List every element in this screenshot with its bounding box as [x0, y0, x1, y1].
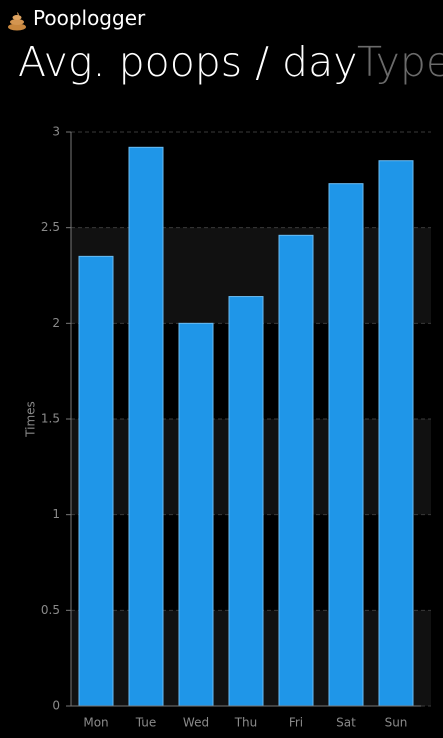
- bar: [378, 160, 414, 707]
- y-axis-title: Times: [24, 401, 38, 438]
- app-title: Pooplogger: [33, 6, 146, 30]
- y-tick-label: 2: [52, 316, 60, 330]
- x-tick-label: Thu: [234, 716, 258, 730]
- bar: [228, 296, 264, 707]
- chart: 0 0.5 1 1.5 2 2.5 3 Times Mon Tue Wed Thu Fri Sat Sun: [24, 125, 431, 730]
- x-tick-label: Sat: [336, 716, 356, 730]
- pivot-header-active[interactable]: Avg. poops / day: [18, 38, 357, 86]
- bar: [328, 183, 364, 707]
- y-tick-label: 0: [52, 699, 60, 713]
- x-tick-label: Sun: [385, 716, 408, 730]
- bar: [178, 322, 214, 707]
- x-tick-label: Fri: [289, 716, 303, 730]
- y-tick-label: 1.5: [41, 412, 60, 426]
- bar: [278, 234, 314, 707]
- y-tick-label: 3: [52, 125, 60, 139]
- y-tick-label: 2.5: [41, 220, 60, 234]
- app-icon: [8, 12, 26, 31]
- pivot-header[interactable]: Type: [357, 38, 443, 86]
- x-tick-label: Tue: [135, 716, 157, 730]
- y-tick-label: 1: [52, 507, 60, 521]
- bar: [128, 146, 164, 707]
- x-tick-label: Mon: [83, 716, 108, 730]
- x-tick-label: Wed: [183, 716, 209, 730]
- y-tick-label: 0.5: [41, 603, 60, 617]
- bar: [78, 255, 114, 707]
